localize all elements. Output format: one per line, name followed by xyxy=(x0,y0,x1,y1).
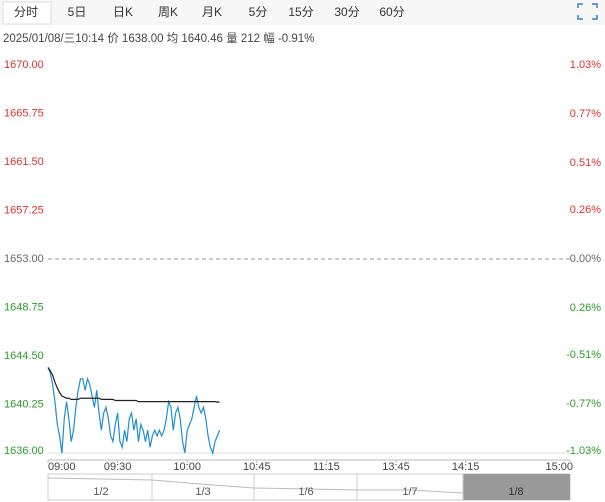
y2-tick-label: 1.03% xyxy=(570,59,601,71)
y-tick-label: 1670.00 xyxy=(4,59,44,71)
y2-tick-label: -0.51% xyxy=(566,349,601,361)
x-tick-label: 09:00 xyxy=(48,461,76,473)
y-tick-label: 1648.75 xyxy=(4,301,44,313)
tab[interactable]: 日K xyxy=(113,5,133,19)
fullscreen-icon[interactable] xyxy=(577,3,598,20)
y-tick-label: 1636.00 xyxy=(4,445,44,457)
tab-selected xyxy=(2,1,52,25)
y2-tick-label: 0.26% xyxy=(570,204,601,216)
y-tick-label: 1644.50 xyxy=(4,350,44,362)
y-tick-label: 1640.25 xyxy=(4,398,44,410)
x-tick-label: 13:45 xyxy=(382,461,410,473)
navigator-selection[interactable] xyxy=(463,474,570,500)
tab[interactable]: 5日 xyxy=(68,5,87,19)
y2-tick-label: 0.00% xyxy=(570,253,601,265)
tab[interactable]: 周K xyxy=(158,5,178,19)
y-tick-label: 1657.25 xyxy=(4,204,44,216)
tab[interactable]: 分时 xyxy=(14,5,38,19)
price-line xyxy=(47,367,220,403)
info-line: 2025/01/08/三10:14 价 1638.00 均 1640.46 量 … xyxy=(3,32,314,45)
y2-tick-label: -0.77% xyxy=(566,398,601,410)
x-tick-label: 15:00 xyxy=(545,461,573,473)
x-tick-label: 10:45 xyxy=(243,461,271,473)
navigator[interactable] xyxy=(47,473,571,501)
tab[interactable]: 30分 xyxy=(334,5,359,19)
y-tick-label: 1665.75 xyxy=(4,107,44,119)
navigator-date: 1/8 xyxy=(508,486,523,498)
y2-tick-label: -1.03% xyxy=(566,445,601,457)
x-tick-label: 10:00 xyxy=(173,461,201,473)
y2-tick-label: 0.26% xyxy=(570,302,601,314)
navigator-date: 1/6 xyxy=(298,486,313,498)
price-line xyxy=(47,367,221,456)
navigator-date: 1/7 xyxy=(402,486,417,498)
x-tick-label: 14:15 xyxy=(452,461,480,473)
y2-tick-label: 0.51% xyxy=(570,157,601,169)
tab-bar xyxy=(0,0,605,25)
x-tick-label: 11:15 xyxy=(313,461,340,473)
y2-tick-label: 0.77% xyxy=(570,108,601,120)
navigator-dividers xyxy=(151,474,464,500)
y-tick-label: 1653.00 xyxy=(4,253,44,265)
tab[interactable]: 60分 xyxy=(379,5,404,19)
tab[interactable]: 5分 xyxy=(249,5,268,19)
x-tick-label: 09:30 xyxy=(104,461,132,473)
tab[interactable]: 15分 xyxy=(288,5,313,19)
y-tick-label: 1661.50 xyxy=(4,156,44,168)
navigator-date: 1/3 xyxy=(195,486,210,498)
navigator-date: 1/2 xyxy=(93,486,108,498)
tab[interactable]: 月K xyxy=(202,5,222,19)
